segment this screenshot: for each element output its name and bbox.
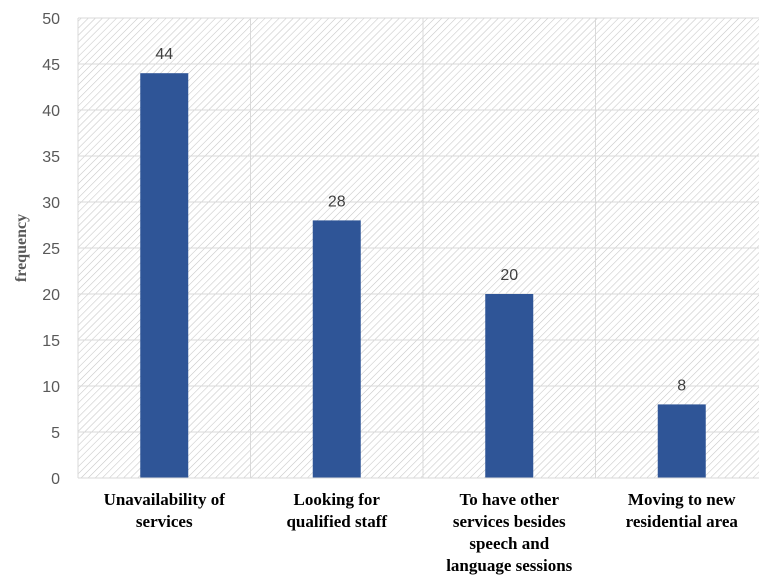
bar [485, 294, 534, 478]
data-label: 20 [500, 267, 518, 284]
x-axis-labels: Unavailability of services Looking for qual… [104, 490, 739, 575]
bar [657, 404, 706, 478]
y-tick-label: 0 [51, 471, 60, 488]
y-tick-label: 25 [42, 241, 60, 258]
gridlines [77, 17, 759, 479]
bar [312, 220, 361, 478]
y-tick-label: 40 [42, 103, 60, 120]
y-tick-label: 5 [51, 425, 60, 442]
y-tick-label: 20 [42, 287, 60, 304]
y-axis-title: frequency [13, 214, 30, 282]
bar [140, 73, 189, 478]
x-category-label: Unavailability of services [104, 490, 226, 531]
data-label: 44 [155, 46, 173, 63]
y-tick-label: 35 [42, 149, 60, 166]
y-tick-label: 10 [42, 379, 60, 396]
y-tick-label: 45 [42, 57, 60, 74]
y-tick-label: 15 [42, 333, 60, 350]
data-label: 28 [328, 193, 346, 210]
y-tick-label: 50 [42, 11, 60, 28]
y-axis-ticks: 0 5 10 15 20 25 30 35 40 45 50 [42, 11, 60, 488]
x-category-label: To have other services besides speech and l… [446, 490, 572, 575]
data-labels: 44 28 20 8 [155, 46, 686, 394]
bars [140, 73, 706, 478]
x-category-label: Moving to new residential area [626, 490, 739, 531]
x-category-label: Looking for qualified staff [286, 490, 387, 531]
data-label: 8 [677, 377, 686, 394]
y-tick-label: 30 [42, 195, 60, 212]
